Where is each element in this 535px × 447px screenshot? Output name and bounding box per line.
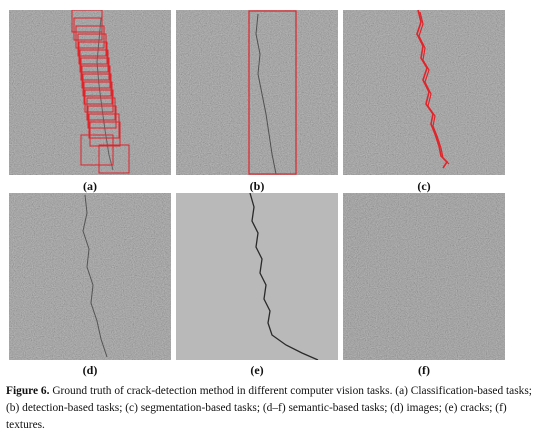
panel-f: (f) bbox=[343, 193, 505, 377]
panel-b: (b) bbox=[176, 10, 338, 193]
panel-label-c: (c) bbox=[417, 179, 431, 193]
pavement-image-b bbox=[176, 10, 338, 175]
panel-a: (a) bbox=[9, 10, 171, 193]
panel-label-a: (a) bbox=[83, 179, 97, 193]
panel-e: (e) bbox=[176, 193, 338, 377]
pavement-image-c bbox=[343, 10, 505, 175]
panel-label-b: (b) bbox=[249, 179, 265, 193]
segmentation-mask bbox=[416, 10, 449, 169]
pavement-image-a bbox=[9, 10, 171, 175]
detection-box bbox=[248, 10, 297, 175]
panel-label-f: (f) bbox=[418, 363, 430, 377]
figure-caption: Figure 6. Ground truth of crack-detectio… bbox=[6, 383, 532, 434]
crack-line bbox=[249, 193, 319, 360]
texture-image-f bbox=[343, 193, 505, 360]
pavement-image-d bbox=[9, 193, 171, 360]
panel-c: (c) bbox=[343, 10, 505, 193]
classification-boxes bbox=[71, 10, 130, 174]
panel-label-e: (e) bbox=[250, 363, 264, 377]
panel-label-d: (d) bbox=[82, 363, 98, 377]
crack-image-e bbox=[176, 193, 338, 360]
figure-label: Figure 6. bbox=[6, 385, 50, 397]
panel-d: (d) bbox=[9, 193, 171, 377]
caption-text: Ground truth of crack-detection method i… bbox=[6, 385, 532, 431]
